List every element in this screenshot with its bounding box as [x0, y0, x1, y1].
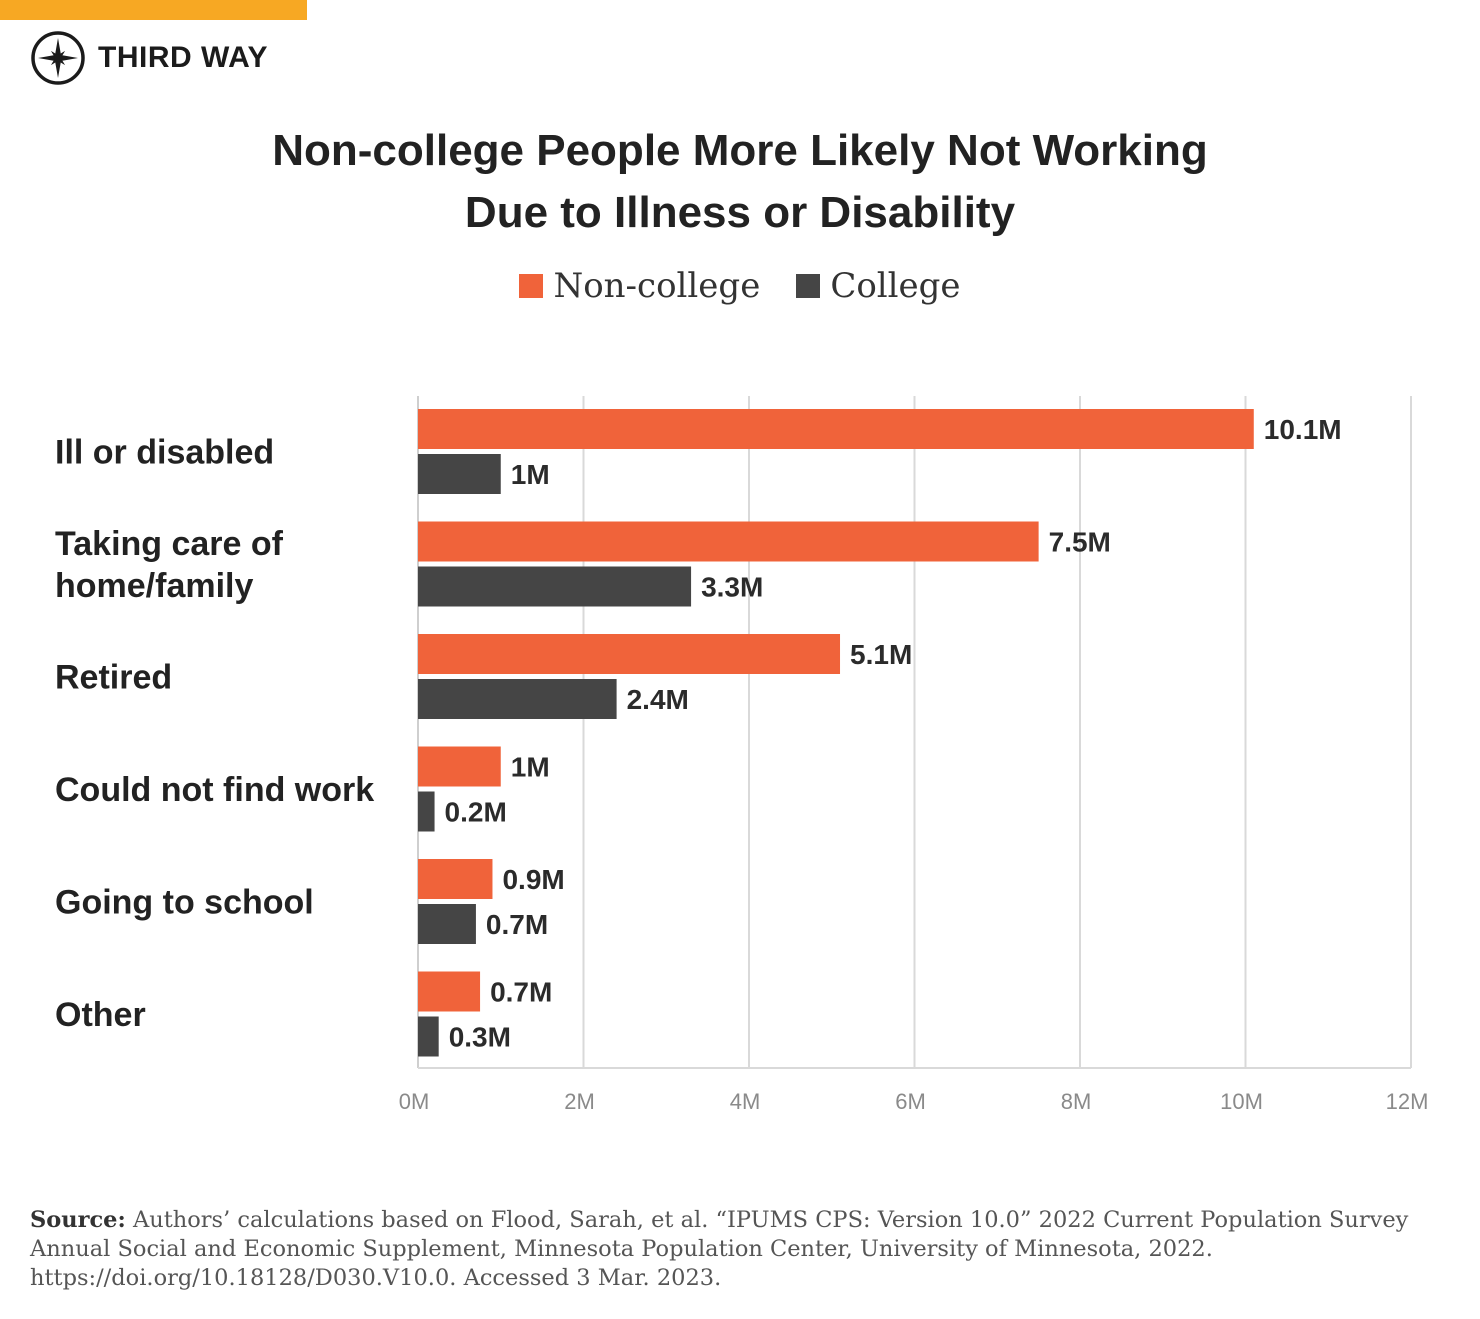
bar-college: [418, 904, 476, 944]
bar-non-college: [418, 746, 501, 787]
data-label: 0.7M: [490, 977, 552, 1008]
compass-star-icon: [31, 31, 85, 85]
chart-title: Non-college People More Likely Not Worki…: [0, 120, 1480, 244]
data-label: 0.3M: [449, 1022, 511, 1053]
data-label: 0.2M: [445, 797, 507, 828]
bar-college: [418, 1016, 439, 1057]
data-label: 3.3M: [701, 572, 763, 603]
chart-title-line-2: Due to Illness or Disability: [464, 188, 1016, 237]
category-label: home/family: [55, 567, 253, 605]
source-note: Source: Authors’ calculations based on F…: [30, 1206, 1450, 1293]
x-tick-label: 4M: [730, 1089, 761, 1114]
x-tick-label: 0M: [399, 1089, 430, 1114]
legend-item-college: College: [796, 266, 961, 306]
category-label: Going to school: [55, 884, 314, 922]
bar-non-college: [418, 859, 493, 899]
chart-legend: Non-college College: [0, 266, 1480, 306]
legend-label-non-college: Non-college: [553, 266, 761, 306]
data-label: 7.5M: [1049, 527, 1111, 558]
accent-bar: [0, 0, 307, 20]
category-label: Could not find work: [55, 771, 374, 809]
bar-non-college: [418, 971, 481, 1012]
category-label: Other: [55, 996, 146, 1034]
bar-non-college: [418, 521, 1039, 562]
bar-non-college: [418, 409, 1254, 449]
data-label: 5.1M: [850, 639, 912, 670]
x-tick-label: 10M: [1220, 1089, 1263, 1114]
bar-college: [418, 566, 692, 607]
data-label: 0.9M: [502, 864, 564, 895]
brand-name: THIRD WAY: [98, 41, 269, 74]
category-label: Taking care of: [55, 525, 284, 563]
data-label: 1M: [511, 752, 550, 783]
chart-title-line-1: Non-college People More Likely Not Worki…: [272, 126, 1208, 175]
source-text: Authors’ calculations based on Flood, Sa…: [30, 1207, 1409, 1291]
x-tick-label: 12M: [1386, 1089, 1429, 1114]
x-tick-label: 2M: [564, 1089, 595, 1114]
data-label: 10.1M: [1264, 414, 1342, 445]
bar-chart: 0M 2M 4M 6M 8M 10M 12M Ill or disabled 10.1M 1M Ta…: [55, 396, 1429, 1114]
bar-non-college: [418, 634, 841, 674]
category-label: Retired: [55, 659, 172, 697]
data-label: 1M: [511, 459, 550, 490]
legend-swatch-college: [796, 274, 821, 298]
x-tick-label: 8M: [1061, 1089, 1092, 1114]
brand-header: THIRD WAY: [30, 30, 268, 86]
x-tick-label: 6M: [895, 1089, 926, 1114]
legend-label-college: College: [830, 266, 961, 306]
data-label: 2.4M: [627, 684, 689, 715]
bar-college: [418, 679, 617, 719]
source-label: Source:: [30, 1207, 126, 1233]
legend-item-non-college: Non-college: [519, 266, 760, 306]
bar-college: [418, 454, 501, 494]
legend-swatch-non-college: [519, 274, 544, 298]
data-label: 0.7M: [486, 909, 548, 940]
bar-college: [418, 791, 435, 832]
category-label: Ill or disabled: [55, 434, 274, 472]
